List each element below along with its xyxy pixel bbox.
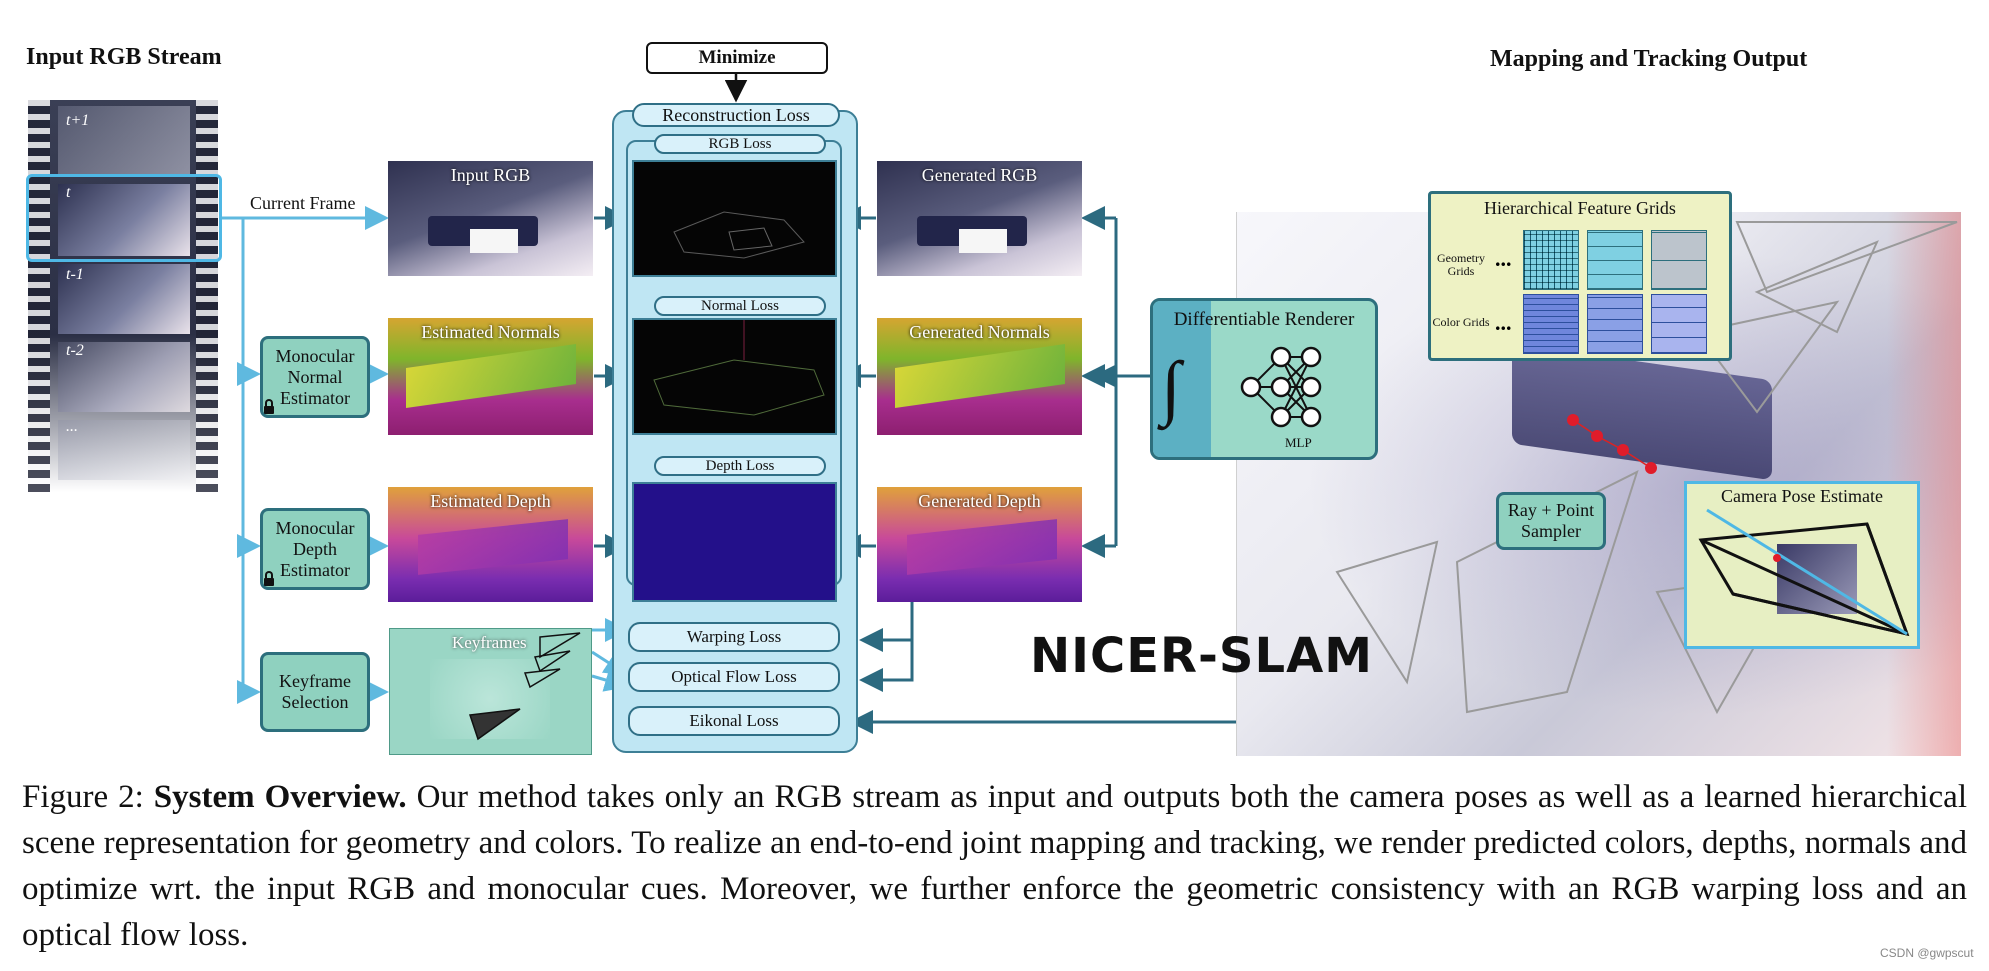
output-header: Mapping and Tracking Output xyxy=(1490,46,1808,72)
normal-estimator-box: Monocular Normal Estimator xyxy=(260,336,370,418)
warping-loss-pill: Warping Loss xyxy=(628,622,840,652)
normal-loss-pill: Normal Loss xyxy=(654,296,826,316)
normal-loss-image xyxy=(632,318,837,435)
minimize-box: Minimize xyxy=(646,42,828,74)
generated-normals-label: Generated Normals xyxy=(909,322,1050,342)
eikonal-loss-pill: Eikonal Loss xyxy=(628,706,840,736)
rgb-loss-pill: RGB Loss xyxy=(654,134,826,154)
ray-sampler-box: Ray + Point Sampler xyxy=(1496,492,1606,550)
watermark: CSDN @gwpscut xyxy=(1880,946,1974,960)
keyframes-label: Keyframes xyxy=(452,633,527,652)
rgb-loss-image xyxy=(632,160,837,277)
color-grid-fine xyxy=(1523,294,1579,354)
depth-loss-image xyxy=(632,482,837,602)
input-rgb-label: Input RGB xyxy=(450,165,531,185)
depth-estimator-label: Monocular Depth Estimator xyxy=(275,517,355,580)
generated-depth-label: Generated Depth xyxy=(918,491,1041,511)
input-stream-header: Input RGB Stream xyxy=(26,44,222,70)
normal-estimator-label: Monocular Normal Estimator xyxy=(275,345,355,408)
renderer-box: Differentiable Renderer ∫ MLP xyxy=(1150,298,1378,460)
reconstruction-loss-pill: Reconstruction Loss xyxy=(632,103,840,127)
geometry-grids-dots: ... xyxy=(1495,246,1512,271)
integral-icon: ∫ xyxy=(1161,347,1181,427)
geometry-grid-medium xyxy=(1587,230,1643,290)
keyframe-selection-box: Keyframe Selection xyxy=(260,652,370,732)
estimated-normals-image: Estimated Normals xyxy=(388,318,593,435)
normal-loss-label: Normal Loss xyxy=(701,297,779,314)
lock-icon xyxy=(264,571,274,586)
lock-icon xyxy=(264,399,274,414)
minimize-label: Minimize xyxy=(698,47,776,68)
current-frame-highlight xyxy=(26,174,222,262)
caption-prefix: Figure 2: xyxy=(22,779,154,815)
keyframes-image: Keyframes xyxy=(389,628,592,755)
current-frame-label: Current Frame xyxy=(250,193,356,213)
estimated-depth-label: Estimated Depth xyxy=(430,491,551,511)
depth-loss-label: Depth Loss xyxy=(705,457,775,474)
optical-flow-loss-pill: Optical Flow Loss xyxy=(628,662,840,692)
rgb-loss-label: RGB Loss xyxy=(708,135,772,152)
geometry-grid-coarse xyxy=(1651,230,1707,290)
generated-rgb-label: Generated RGB xyxy=(921,165,1038,185)
generated-depth-image: Generated Depth xyxy=(877,487,1082,602)
ray-sampler-label: Ray + Point Sampler xyxy=(1507,500,1595,541)
nicer-slam-title: NICER-SLAM xyxy=(1030,628,1373,684)
generated-rgb-image: Generated RGB xyxy=(877,161,1082,276)
feature-grids-title: Hierarchical Feature Grids xyxy=(1484,198,1676,218)
warping-loss-label: Warping Loss xyxy=(686,627,782,646)
input-rgb-image: Input RGB xyxy=(388,161,593,276)
film-label-t-plus-1: t+1 xyxy=(66,112,90,129)
eikonal-loss-label: Eikonal Loss xyxy=(689,711,779,730)
reconstruction-loss-label: Reconstruction Loss xyxy=(662,104,810,125)
color-grids-dots: ... xyxy=(1495,310,1512,335)
feature-grids-box: Hierarchical Feature Grids Geometry Grid… xyxy=(1428,191,1732,361)
depth-loss-pill: Depth Loss xyxy=(654,456,826,476)
mlp-label: MLP xyxy=(1285,435,1312,450)
depth-estimator-box: Monocular Depth Estimator xyxy=(260,508,370,590)
estimated-normals-label: Estimated Normals xyxy=(421,322,560,342)
keyframe-selection-label: Keyframe Selection xyxy=(279,671,351,712)
renderer-title: Differentiable Renderer xyxy=(1173,309,1355,330)
optical-flow-loss-label: Optical Flow Loss xyxy=(671,667,797,686)
figure-caption: Figure 2: System Overview. Our method ta… xyxy=(22,774,1967,958)
color-grid-coarse xyxy=(1651,294,1707,354)
caption-text: Our method takes only an RGB stream as i… xyxy=(22,779,1967,953)
camera-pose-box: Camera Pose Estimate xyxy=(1684,481,1920,649)
film-label-ellipsis: ... xyxy=(66,418,78,435)
film-strip: t+1 t t-1 t-2 ... xyxy=(28,100,218,492)
caption-bold: System Overview. xyxy=(153,779,407,815)
estimated-depth-image: Estimated Depth xyxy=(388,487,593,602)
mlp-network-icon xyxy=(1240,346,1322,428)
color-grids-label: Color Grids xyxy=(1432,315,1490,329)
film-label-t-minus-1: t-1 xyxy=(66,266,84,283)
film-label-t: t xyxy=(66,184,71,201)
generated-normals-image: Generated Normals xyxy=(877,318,1082,435)
camera-pose-label: Camera Pose Estimate xyxy=(1721,486,1883,506)
film-label-t-minus-2: t-2 xyxy=(66,342,84,359)
color-grid-medium xyxy=(1587,294,1643,354)
geometry-grids-label: Geometry Grids xyxy=(1437,251,1485,278)
geometry-grid-fine xyxy=(1523,230,1579,290)
